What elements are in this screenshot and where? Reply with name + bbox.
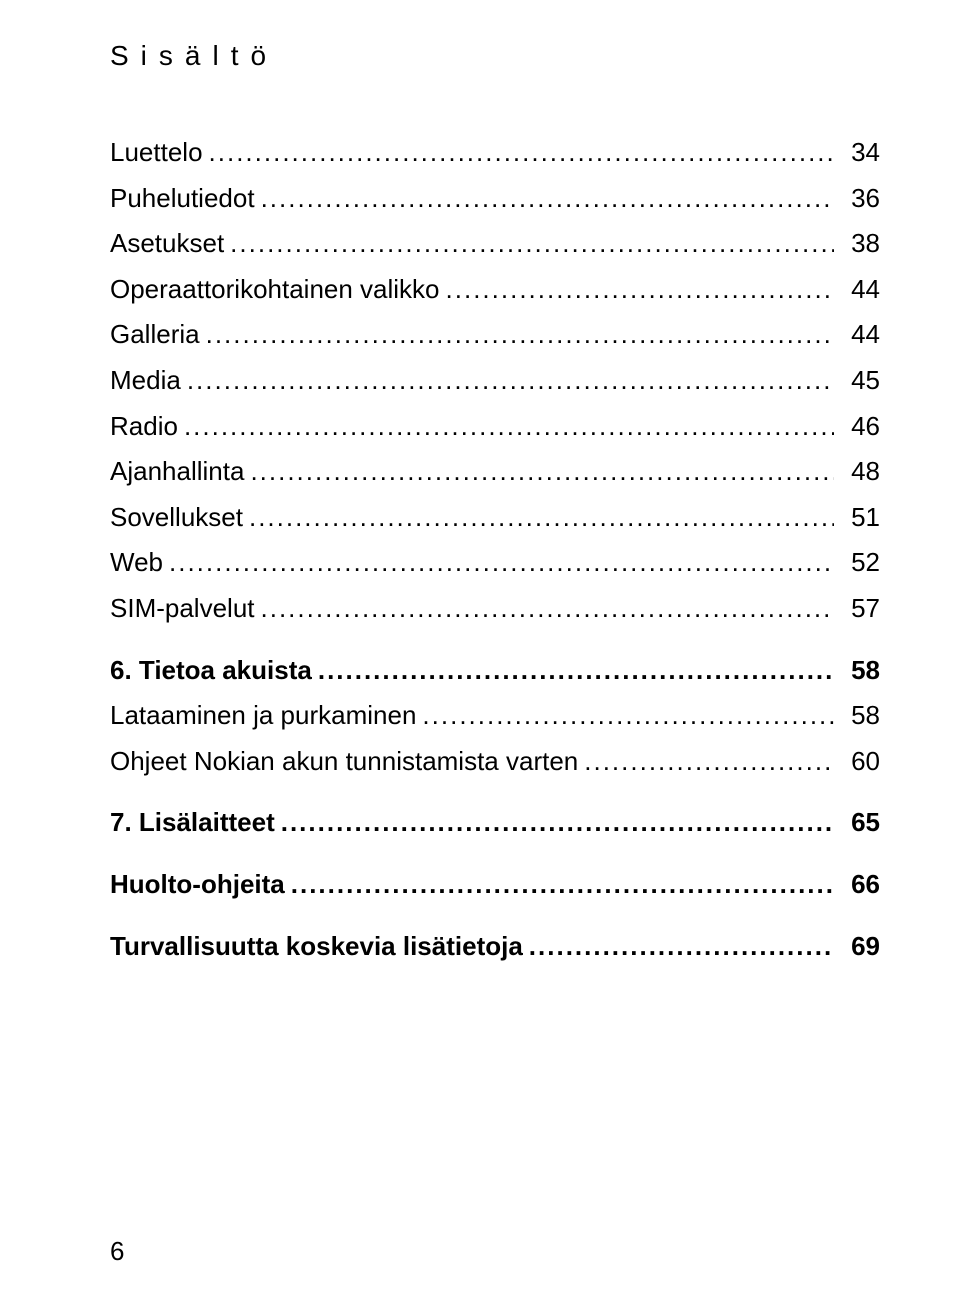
toc-row: Media 45 bbox=[110, 360, 880, 402]
toc-page-number: 58 bbox=[840, 695, 880, 737]
toc-label: Web bbox=[110, 542, 163, 584]
toc-page-number: 52 bbox=[840, 542, 880, 584]
toc-row: Sovellukset 51 bbox=[110, 497, 880, 539]
toc-page-number: 34 bbox=[840, 132, 880, 174]
toc-label: Asetukset bbox=[110, 223, 224, 265]
toc-row: Luettelo 34 bbox=[110, 132, 880, 174]
toc-row: Asetukset 38 bbox=[110, 223, 880, 265]
toc-row: Turvallisuutta koskevia lisätietoja 69 bbox=[110, 926, 880, 968]
toc-row: Lataaminen ja purkaminen 58 bbox=[110, 695, 880, 737]
toc-label: Ohjeet Nokian akun tunnistamista varten bbox=[110, 741, 578, 783]
toc-leader bbox=[281, 802, 834, 844]
toc-row: Operaattorikohtainen valikko 44 bbox=[110, 269, 880, 311]
toc-page-number: 46 bbox=[840, 406, 880, 448]
toc-page-number: 69 bbox=[840, 926, 880, 968]
toc-page-number: 57 bbox=[840, 588, 880, 630]
toc-page-number: 36 bbox=[840, 178, 880, 220]
toc-page-number: 58 bbox=[840, 650, 880, 692]
toc-row: Puhelutiedot 36 bbox=[110, 178, 880, 220]
toc-leader bbox=[230, 223, 834, 265]
page-header: Sisältö bbox=[110, 40, 880, 72]
toc-leader bbox=[261, 178, 834, 220]
toc-label: 6. Tietoa akuista bbox=[110, 650, 312, 692]
toc-label: 7. Lisälaitteet bbox=[110, 802, 275, 844]
toc-page-number: 51 bbox=[840, 497, 880, 539]
toc-label: SIM-palvelut bbox=[110, 588, 255, 630]
toc-leader bbox=[209, 132, 834, 174]
toc-page-number: 44 bbox=[840, 314, 880, 356]
toc-label: Huolto-ohjeita bbox=[110, 864, 285, 906]
toc-page-number: 44 bbox=[840, 269, 880, 311]
table-of-contents: Luettelo34Puhelutiedot36Asetukset38Opera… bbox=[110, 132, 880, 967]
toc-row: Ohjeet Nokian akun tunnistamista varten 6… bbox=[110, 741, 880, 783]
toc-leader bbox=[249, 497, 834, 539]
toc-page-number: 60 bbox=[840, 741, 880, 783]
toc-page-number: 66 bbox=[840, 864, 880, 906]
toc-row: Galleria 44 bbox=[110, 314, 880, 356]
toc-leader bbox=[187, 360, 834, 402]
toc-leader bbox=[422, 695, 834, 737]
toc-leader bbox=[584, 741, 834, 783]
toc-label: Turvallisuutta koskevia lisätietoja bbox=[110, 926, 523, 968]
toc-leader bbox=[291, 864, 834, 906]
toc-leader bbox=[446, 269, 834, 311]
toc-label: Media bbox=[110, 360, 181, 402]
toc-row: Web 52 bbox=[110, 542, 880, 584]
toc-leader bbox=[261, 588, 835, 630]
toc-row: 7. Lisälaitteet 65 bbox=[110, 802, 880, 844]
page-footer-number: 6 bbox=[110, 1236, 124, 1267]
toc-leader bbox=[169, 542, 834, 584]
toc-row: Huolto-ohjeita 66 bbox=[110, 864, 880, 906]
toc-leader bbox=[529, 926, 834, 968]
toc-row: Radio 46 bbox=[110, 406, 880, 448]
toc-leader bbox=[250, 451, 834, 493]
toc-label: Galleria bbox=[110, 314, 200, 356]
toc-leader bbox=[318, 650, 834, 692]
toc-label: Luettelo bbox=[110, 132, 203, 174]
toc-label: Sovellukset bbox=[110, 497, 243, 539]
toc-leader bbox=[184, 406, 834, 448]
toc-label: Lataaminen ja purkaminen bbox=[110, 695, 416, 737]
page: Sisältö Luettelo34Puhelutiedot36Asetukse… bbox=[0, 0, 960, 1307]
toc-label: Radio bbox=[110, 406, 178, 448]
toc-row: Ajanhallinta 48 bbox=[110, 451, 880, 493]
toc-row: SIM-palvelut 57 bbox=[110, 588, 880, 630]
toc-label: Operaattorikohtainen valikko bbox=[110, 269, 440, 311]
toc-label: Puhelutiedot bbox=[110, 178, 255, 220]
toc-page-number: 65 bbox=[840, 802, 880, 844]
toc-label: Ajanhallinta bbox=[110, 451, 244, 493]
toc-page-number: 45 bbox=[840, 360, 880, 402]
toc-page-number: 38 bbox=[840, 223, 880, 265]
toc-leader bbox=[206, 314, 834, 356]
toc-page-number: 48 bbox=[840, 451, 880, 493]
toc-row: 6. Tietoa akuista 58 bbox=[110, 650, 880, 692]
